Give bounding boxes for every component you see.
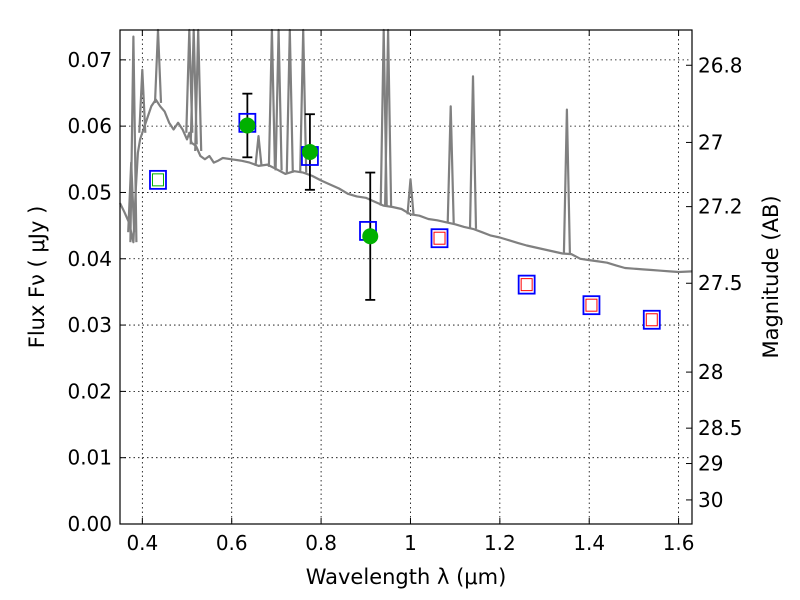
emission-line (562, 108, 571, 254)
right-tick-label: 27 (698, 130, 723, 154)
tick-labels: 0.4 0.6 0.8 1 1.2 1.4 1.6 0.00 0.01 0.02 0.03 0.04 0… (67, 48, 742, 555)
y-tick-label: 0.06 (67, 114, 112, 138)
x-axis-label: Wavelength λ (μm) (306, 565, 507, 589)
y-tick-label: 0.05 (67, 180, 112, 204)
y-axis-right-label: Magnitude (AB) (759, 195, 783, 358)
right-tick-label: 27.2 (698, 195, 743, 219)
emission-line (194, 28, 203, 152)
emission-line (267, 28, 276, 167)
emission-line (254, 135, 263, 167)
model-inner-green-marker (151, 173, 164, 187)
y-tick-label: 0.03 (67, 313, 112, 337)
y-tick-label: 0.00 (67, 512, 112, 536)
y-tick-label: 0.01 (67, 446, 112, 470)
right-tick-label: 27.5 (698, 271, 743, 295)
model-inner-red-marker (645, 313, 658, 327)
x-tick-label: 1.6 (663, 531, 695, 555)
model-box-marker (517, 274, 536, 295)
emission-line (285, 28, 294, 173)
observed-point (301, 144, 318, 161)
emission-line (138, 68, 147, 133)
y-tick-label: 0.02 (67, 379, 112, 403)
right-tick-label: 28.5 (698, 416, 743, 440)
ticks (120, 30, 692, 525)
y-tick-label: 0.07 (67, 48, 112, 72)
right-tick-label: 28 (698, 360, 723, 384)
y-axis-label: Flux Fν ( μJy ) (25, 206, 49, 349)
emission-line (406, 178, 415, 215)
y-tick-label: 0.04 (67, 247, 112, 271)
observed-point (239, 117, 256, 134)
right-tick-label: 29 (698, 452, 723, 476)
right-tick-label: 30 (698, 488, 723, 512)
x-tick-label: 0.6 (216, 531, 248, 555)
emission-line (384, 28, 393, 207)
x-tick-label: 1.2 (484, 531, 516, 555)
model-box-marker (642, 309, 661, 330)
x-tick-label: 0.8 (305, 531, 337, 555)
model-inner-red-marker (433, 231, 446, 245)
plot-content (119, 28, 693, 330)
model-inner-red-marker (585, 298, 598, 312)
model-box-marker (430, 228, 449, 249)
emission-line (129, 35, 138, 243)
emission-line (153, 28, 163, 103)
model-inner-red-marker (520, 278, 533, 292)
observed-point (362, 228, 379, 245)
emission-line (274, 28, 283, 171)
emission-line (468, 75, 478, 229)
x-tick-label: 1 (404, 531, 417, 555)
right-tick-label: 26.8 (698, 53, 743, 77)
spectrum-line (119, 98, 693, 274)
model-box-marker (149, 169, 167, 190)
model-box-marker (582, 295, 601, 316)
emission-line (446, 105, 455, 224)
x-tick-label: 0.4 (126, 531, 158, 555)
x-tick-label: 1.4 (573, 531, 605, 555)
grid (120, 30, 692, 524)
plot-frame (119, 29, 693, 525)
